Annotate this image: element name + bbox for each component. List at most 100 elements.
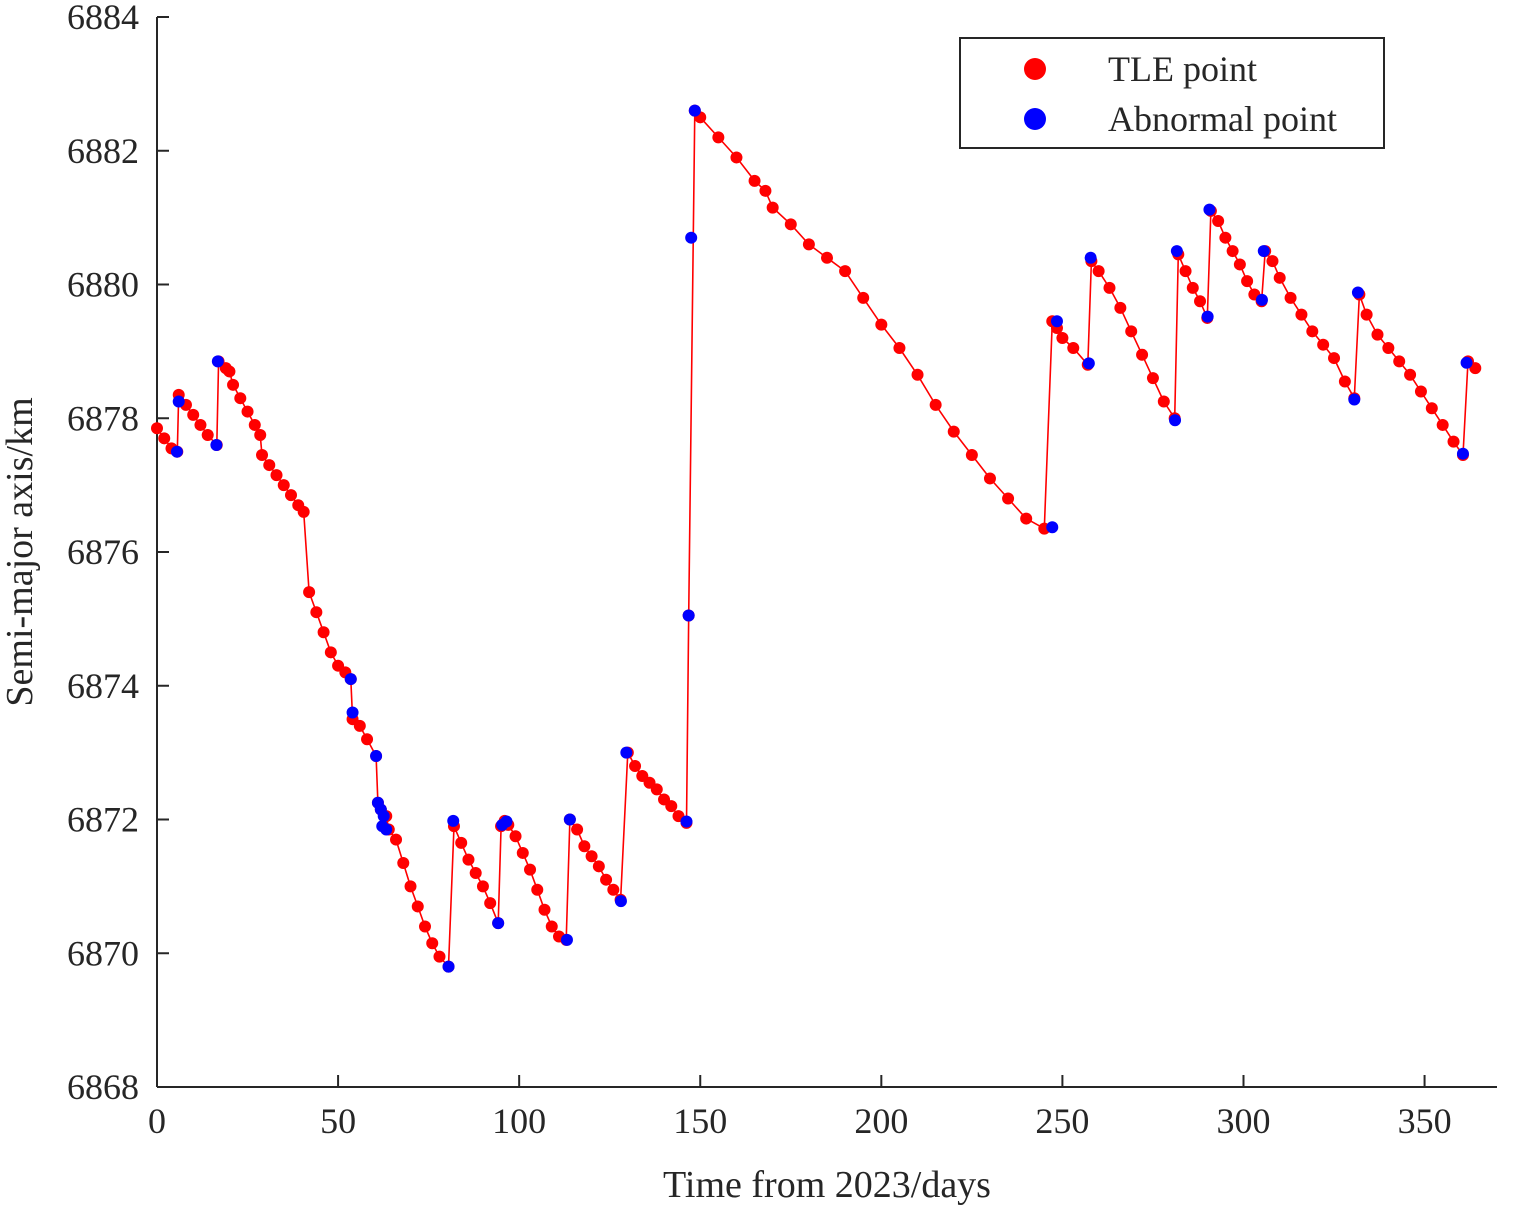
tle-point (404, 880, 417, 893)
tle-point (227, 378, 240, 391)
abnormal-point (682, 609, 695, 622)
abnormal-point (346, 706, 359, 719)
tle-point (397, 856, 410, 869)
tle-point (1284, 291, 1297, 304)
tle-point (1338, 375, 1351, 388)
y-axis-label: Semi-major axis/km (0, 397, 41, 706)
tle-point (353, 719, 366, 732)
tle-point (1382, 342, 1395, 355)
tle-point (303, 586, 316, 599)
tle-point (1273, 271, 1286, 284)
tle-point (1002, 492, 1015, 505)
x-axis-label: Time from 2023/days (663, 1164, 991, 1206)
tle-point (531, 883, 544, 896)
abnormal-point (1050, 315, 1063, 328)
abnormal-point (614, 895, 627, 908)
abnormal-point (1351, 286, 1364, 299)
tle-point (455, 836, 468, 849)
tle-point (1328, 352, 1341, 365)
tle-point (592, 860, 605, 873)
tle-point (1067, 342, 1080, 355)
tle-point (947, 425, 960, 438)
tle-point (1393, 355, 1406, 368)
tle-point (571, 823, 584, 836)
x-tick-label: 100 (492, 1101, 546, 1141)
tle-point (857, 291, 870, 304)
tle-point (1414, 385, 1427, 398)
tle-point (1436, 418, 1449, 431)
abnormal-point (500, 815, 513, 828)
tle-point (509, 830, 522, 843)
abnormal-point (1456, 447, 1469, 460)
y-tick-label: 6882 (67, 131, 139, 171)
series-tle-points (151, 104, 1482, 973)
tle-point (821, 251, 833, 264)
tle-point (223, 365, 236, 378)
tle-point (1295, 308, 1308, 321)
y-tick-label: 6878 (67, 398, 139, 438)
tle-point (187, 408, 200, 421)
tle-point (802, 238, 815, 251)
tle-point (1219, 231, 1232, 244)
tle-point (361, 733, 374, 746)
tle-point (256, 449, 269, 462)
tle-point (285, 489, 297, 502)
tle-point (600, 873, 613, 886)
abnormal-point (492, 917, 505, 930)
tle-point (929, 398, 942, 411)
tle-point (524, 863, 537, 876)
x-tick-label: 150 (673, 1101, 727, 1141)
tle-point (411, 900, 424, 913)
abnormal-point (211, 355, 224, 368)
tle-point (629, 760, 642, 772)
legend-label-abnormal: Abnormal point (1108, 99, 1337, 139)
abnormal-point (620, 746, 633, 759)
tle-point (1179, 265, 1192, 278)
tle-point (248, 418, 261, 431)
abnormal-point (1084, 251, 1097, 264)
tle-point (1146, 372, 1159, 385)
tle-point (516, 846, 529, 859)
tle-point (1241, 275, 1254, 288)
x-tick-label: 0 (148, 1101, 166, 1141)
legend-label-tle: TLE point (1108, 49, 1257, 89)
abnormal-point (1348, 393, 1361, 406)
tle-point (1103, 281, 1116, 294)
tle-point (469, 867, 482, 879)
abnormal-point (560, 933, 573, 946)
tle-point (433, 950, 446, 963)
tle-point (1226, 245, 1239, 258)
tle-point (1157, 395, 1170, 408)
tle-point (201, 428, 214, 441)
tle-point (317, 626, 330, 639)
y-tick-label: 6876 (67, 532, 139, 572)
axes: 0 50 100 150 200 250 300 350 6868 6870 6872 6874 687… (67, 0, 1497, 1141)
tle-point (476, 880, 489, 893)
abnormal-point (172, 395, 185, 408)
tle-point (484, 897, 497, 910)
abnormal-point (1257, 245, 1270, 258)
abnormal-point (1170, 245, 1183, 258)
y-tick-label: 6870 (67, 933, 139, 973)
abnormal-point (344, 673, 357, 686)
tle-point (1266, 255, 1279, 268)
tle-point (585, 850, 598, 863)
y-tick-label: 6868 (67, 1067, 139, 1107)
x-tick-label: 250 (1035, 1101, 1089, 1141)
abnormal-point (563, 813, 576, 826)
tle-point (1186, 281, 1199, 294)
tle-point (270, 469, 283, 482)
abnormal-point (447, 814, 460, 827)
tle-point (1360, 308, 1373, 321)
tle-point (983, 472, 996, 485)
abnormal-point (370, 749, 383, 762)
tle-point (1125, 325, 1138, 338)
tle-point (607, 883, 620, 896)
abnormal-point (210, 439, 223, 451)
tle-point (1447, 435, 1460, 448)
y-tick-label: 6872 (67, 800, 139, 840)
x-tick-label: 50 (320, 1101, 356, 1141)
tle-point (578, 840, 591, 853)
